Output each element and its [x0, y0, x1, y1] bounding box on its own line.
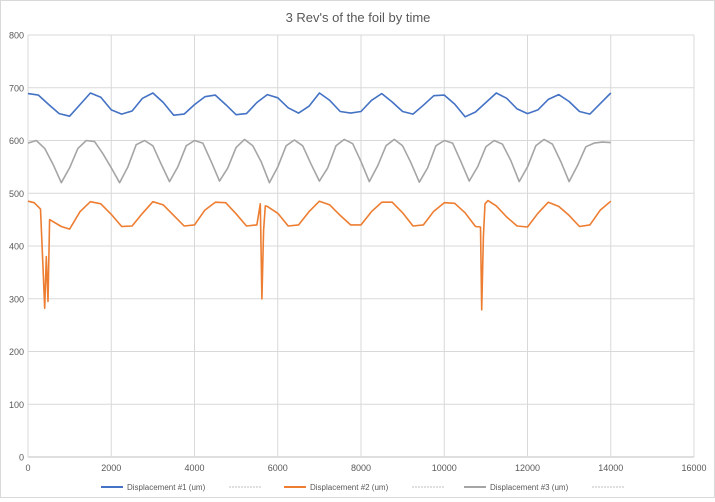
y-tick-label: 300: [9, 294, 24, 304]
y-tick-label: 600: [9, 136, 24, 146]
y-tick-label: 200: [9, 347, 24, 357]
legend-label-2: Displacement #2 (um): [310, 483, 389, 492]
y-tick-label: 0: [19, 453, 24, 463]
chart-title: 3 Rev's of the foil by time: [286, 10, 431, 25]
legend-label-3: Displacement #3 (um): [490, 483, 569, 492]
y-tick-label: 100: [9, 400, 24, 410]
series-line-1: [27, 92, 612, 118]
series-layer: [27, 92, 612, 311]
x-tick-label: 8000: [351, 463, 371, 473]
y-tick-label: 500: [9, 189, 24, 199]
x-tick-label: 2000: [101, 463, 121, 473]
legend: Displacement #1 (um) Displacement #2 (um)…: [101, 483, 624, 492]
x-tick-label: 0: [25, 463, 30, 473]
y-tick-label: 400: [9, 242, 24, 252]
x-tick-label: 14000: [598, 463, 623, 473]
gridlines: [27, 34, 695, 458]
y-tick-label: 700: [9, 83, 24, 93]
y-tick-label: 800: [9, 31, 24, 41]
legend-label-1: Displacement #1 (um): [127, 483, 206, 492]
x-tick-label: 16000: [681, 463, 706, 473]
x-tick-label: 10000: [432, 463, 457, 473]
x-tick-label: 12000: [515, 463, 540, 473]
x-tick-label: 4000: [184, 463, 204, 473]
series-line-3: [27, 138, 611, 184]
x-tick-label: 6000: [268, 463, 288, 473]
series-line-2: [27, 199, 612, 311]
